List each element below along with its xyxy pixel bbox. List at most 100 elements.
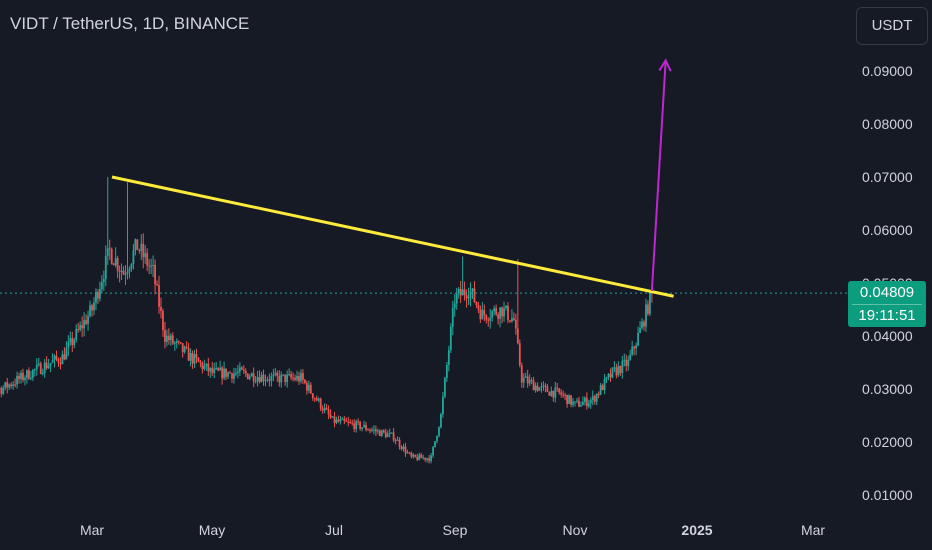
candle xyxy=(185,341,188,350)
candle xyxy=(270,372,273,387)
candle xyxy=(550,386,553,397)
candle xyxy=(231,372,233,383)
candle xyxy=(325,403,328,411)
candle xyxy=(613,361,616,373)
candle xyxy=(536,382,539,392)
candle xyxy=(347,416,350,427)
candle xyxy=(162,308,164,337)
candle xyxy=(349,419,352,424)
candle xyxy=(530,377,533,385)
candle xyxy=(14,378,17,388)
candle xyxy=(83,312,86,337)
time-axis-label: 2025 xyxy=(681,522,712,538)
candle xyxy=(528,374,531,387)
candle xyxy=(369,428,371,434)
time-axis-label: Nov xyxy=(563,522,588,538)
candle xyxy=(526,369,529,388)
candle xyxy=(114,247,117,268)
candle xyxy=(384,428,387,439)
candle xyxy=(59,357,62,370)
candle xyxy=(225,368,227,381)
candle xyxy=(244,368,247,377)
candle xyxy=(16,371,18,389)
candle xyxy=(609,368,612,382)
candle xyxy=(483,304,486,322)
candle xyxy=(307,380,310,394)
candle xyxy=(110,247,113,265)
candle xyxy=(177,340,180,345)
candle xyxy=(124,265,127,286)
candle xyxy=(406,449,409,454)
candle xyxy=(637,326,639,347)
candle xyxy=(337,415,340,423)
candle xyxy=(497,312,500,325)
candle xyxy=(512,312,515,322)
candle xyxy=(562,390,565,398)
candle xyxy=(209,367,212,378)
candle xyxy=(221,365,224,385)
candle xyxy=(35,358,38,376)
candle xyxy=(363,420,365,428)
candle xyxy=(227,371,229,380)
candle xyxy=(422,454,425,460)
candle xyxy=(49,362,52,373)
candle xyxy=(404,442,407,457)
candle xyxy=(556,382,559,392)
candle xyxy=(276,370,279,382)
candle xyxy=(112,262,115,266)
price-axis-label: 0.06000 xyxy=(862,222,913,238)
candle xyxy=(355,419,358,433)
candle xyxy=(532,376,535,391)
candle xyxy=(173,340,176,351)
candle xyxy=(140,234,143,261)
candle xyxy=(126,182,129,280)
candle xyxy=(461,256,464,296)
candle xyxy=(503,301,505,322)
candle xyxy=(73,337,76,349)
candle xyxy=(183,345,186,354)
price-axis[interactable]: 0.090000.080000.070000.060000.050000.040… xyxy=(862,63,913,503)
candle xyxy=(311,392,314,401)
candle xyxy=(554,381,557,403)
price-axis-label: 0.02000 xyxy=(862,434,913,450)
candle xyxy=(410,451,413,459)
candle xyxy=(635,342,638,356)
candle xyxy=(22,368,24,383)
candle xyxy=(617,361,620,378)
candle xyxy=(264,374,267,387)
candle xyxy=(81,316,84,338)
time-axis[interactable]: Mar May Jul Sep Nov 2025 Mar xyxy=(80,522,825,538)
currency-button[interactable]: USDT xyxy=(856,7,928,45)
candle xyxy=(31,368,34,381)
candle xyxy=(436,435,438,444)
candle xyxy=(87,310,89,331)
candle xyxy=(278,370,281,387)
candle xyxy=(67,335,70,357)
candle xyxy=(169,333,172,346)
candle xyxy=(443,376,446,399)
candle xyxy=(102,270,105,291)
candle xyxy=(566,394,569,408)
candle xyxy=(189,348,192,367)
price-axis-label: 0.09000 xyxy=(862,63,913,79)
candle xyxy=(26,369,28,384)
candle xyxy=(203,359,206,371)
resistance-trendline[interactable] xyxy=(111,175,674,298)
candle xyxy=(233,367,235,384)
candle xyxy=(633,345,636,356)
candle xyxy=(211,361,214,377)
candle xyxy=(108,239,111,260)
candle xyxy=(359,420,362,431)
candle xyxy=(434,441,436,448)
candle xyxy=(284,374,287,386)
candle xyxy=(167,328,170,345)
candle xyxy=(382,429,385,434)
candle xyxy=(138,248,141,254)
candle xyxy=(160,297,162,319)
candle xyxy=(191,350,194,369)
candle xyxy=(560,389,563,398)
price-axis-label: 0.07000 xyxy=(862,169,913,185)
candle xyxy=(223,361,225,381)
projection-arrow[interactable] xyxy=(650,58,672,292)
